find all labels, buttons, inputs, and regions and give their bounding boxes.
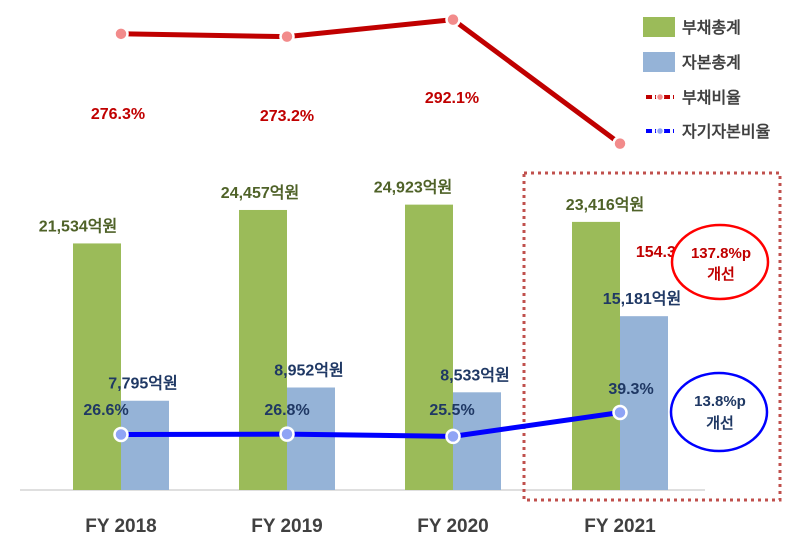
bar-equity-total (453, 392, 501, 490)
data-label-debt-ratio: 276.3% (91, 106, 145, 123)
data-label-debt-total: 24,457억원 (221, 183, 299, 202)
callout-debt-improvement (670, 223, 770, 301)
bar-debt-total (405, 204, 453, 490)
data-label-debt-ratio: 292.1% (425, 90, 479, 107)
bar-debt-total (73, 243, 121, 490)
point-equity-ratio (445, 428, 461, 445)
data-label-debt-total: 24,923억원 (374, 178, 452, 197)
data-label-equity-total: 8,533억원 (440, 365, 509, 384)
bar-equity-total (620, 316, 668, 490)
highlight-box (522, 171, 782, 502)
x-tick-label: FY 2021 (584, 516, 656, 537)
line-equity-ratio (120, 410, 621, 439)
point-equity-ratio (612, 404, 628, 421)
callout-equity-text: 개선 (706, 414, 734, 432)
legend-label-debt-ratio: 부채비율 (682, 89, 741, 107)
data-label-equity-total: 15,181억원 (603, 289, 681, 308)
point-debt-ratio (612, 135, 628, 152)
bar-equity-total (121, 400, 169, 490)
legend-label-debt-total: 부채총계 (682, 18, 741, 37)
bar-debt-total (572, 221, 620, 491)
legend-swatch-equity-total (643, 52, 675, 72)
legend-marker-equity-ratio (655, 126, 665, 136)
data-label-debt-total: 23,416억원 (566, 195, 644, 214)
data-label-equity-ratio: 39.3% (608, 381, 653, 398)
callout-equity-improvement (669, 371, 769, 453)
callout-debt-text: 개선 (707, 265, 735, 283)
point-equity-ratio (113, 426, 129, 443)
data-label-equity-ratio: 26.8% (264, 402, 309, 419)
x-tick-label: FY 2019 (251, 516, 322, 537)
callout-debt-value: 137.8%p (691, 245, 751, 262)
data-label-equity-total: 7,795억원 (108, 374, 177, 393)
bar-debt-total (239, 209, 287, 490)
callout-equity-value: 13.8%p (694, 393, 746, 410)
data-label-equity-ratio: 25.5% (429, 402, 474, 419)
data-label-equity-total: 8,952억원 (274, 360, 343, 379)
data-label-debt-total: 21,534억원 (39, 216, 117, 235)
x-tick-label: FY 2020 (417, 516, 488, 537)
legend-swatch-debt-total (643, 17, 675, 37)
point-debt-ratio (445, 11, 461, 28)
x-tick-label: FY 2018 (85, 516, 156, 537)
data-label-equity-ratio: 26.6% (83, 402, 128, 419)
point-equity-ratio (279, 426, 295, 442)
bar-equity-total (287, 387, 335, 490)
point-debt-ratio (113, 26, 129, 42)
legend-label-equity-total: 자본총계 (682, 53, 741, 72)
point-debt-ratio (279, 28, 295, 45)
legend-marker-debt-ratio (655, 92, 665, 102)
line-debt-ratio (120, 17, 622, 146)
data-label-debt-ratio: 273.2% (260, 108, 314, 125)
legend-label-equity-ratio: 자기자본비율 (682, 123, 771, 141)
